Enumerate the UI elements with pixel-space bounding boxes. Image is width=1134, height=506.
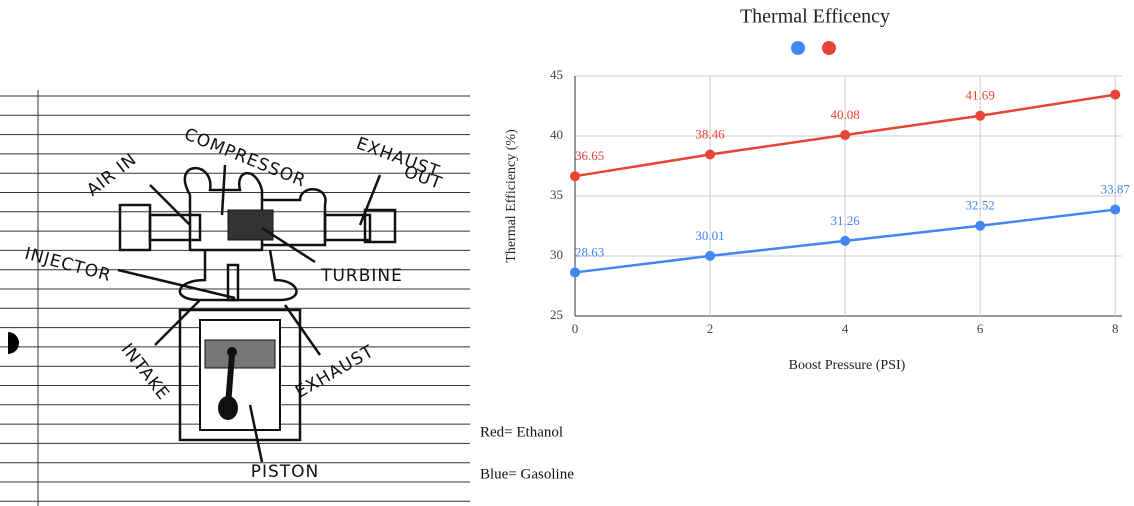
data-point bbox=[1110, 204, 1121, 215]
x-tick-label: 4 bbox=[842, 321, 849, 336]
data-label: 31.26 bbox=[830, 213, 860, 228]
data-point bbox=[705, 250, 716, 261]
engine-drawing bbox=[117, 164, 397, 463]
data-point bbox=[705, 149, 716, 160]
data-point bbox=[840, 130, 851, 141]
data-point bbox=[570, 267, 580, 278]
x-tick-label: 2 bbox=[707, 321, 714, 336]
data-point bbox=[975, 220, 986, 231]
y-tick-label: 35 bbox=[550, 187, 563, 202]
note: Red= Ethanol bbox=[480, 424, 563, 440]
data-label: 33.87 bbox=[1101, 182, 1131, 197]
data-label: 36.65 bbox=[575, 148, 604, 163]
y-tick-label: 30 bbox=[550, 247, 563, 262]
x-tick-label: 8 bbox=[1112, 321, 1119, 336]
legend-swatch bbox=[822, 41, 836, 55]
sketch: AIR IN COMPRESSOR EXHAUSTOUTTURBINEINJECTO… bbox=[0, 90, 470, 506]
data-point bbox=[840, 235, 851, 246]
sketch-label: INTAKE bbox=[117, 340, 174, 405]
y-axis-label: Thermal Efficiency (%) bbox=[504, 129, 519, 263]
y-tick-label: 45 bbox=[550, 67, 563, 82]
sketch-label: EXHAUST bbox=[292, 341, 378, 402]
data-point bbox=[1110, 89, 1121, 100]
data-label: 28.63 bbox=[575, 244, 604, 259]
chart-title: Thermal Efficency bbox=[740, 6, 890, 28]
y-tick-label: 40 bbox=[550, 127, 563, 142]
data-point bbox=[975, 110, 986, 121]
data-label: 40.08 bbox=[830, 107, 859, 122]
data-label: 41.69 bbox=[966, 88, 995, 103]
sketch-label: TURBINE bbox=[320, 266, 403, 286]
data-label: 30.01 bbox=[695, 228, 724, 243]
x-axis-label: Boost Pressure (PSI) bbox=[789, 358, 906, 373]
data-point bbox=[570, 171, 580, 182]
x-tick-label: 0 bbox=[572, 321, 579, 336]
punch-hole bbox=[8, 332, 19, 354]
x-tick-label: 6 bbox=[977, 321, 984, 336]
y-tick-label: 25 bbox=[550, 307, 563, 322]
note: Blue= Gasoline bbox=[480, 466, 574, 482]
data-label: 38.46 bbox=[695, 126, 725, 141]
data-label: 32.52 bbox=[966, 198, 995, 213]
sketch-label: PISTON bbox=[251, 462, 320, 482]
legend-swatch bbox=[791, 41, 805, 55]
